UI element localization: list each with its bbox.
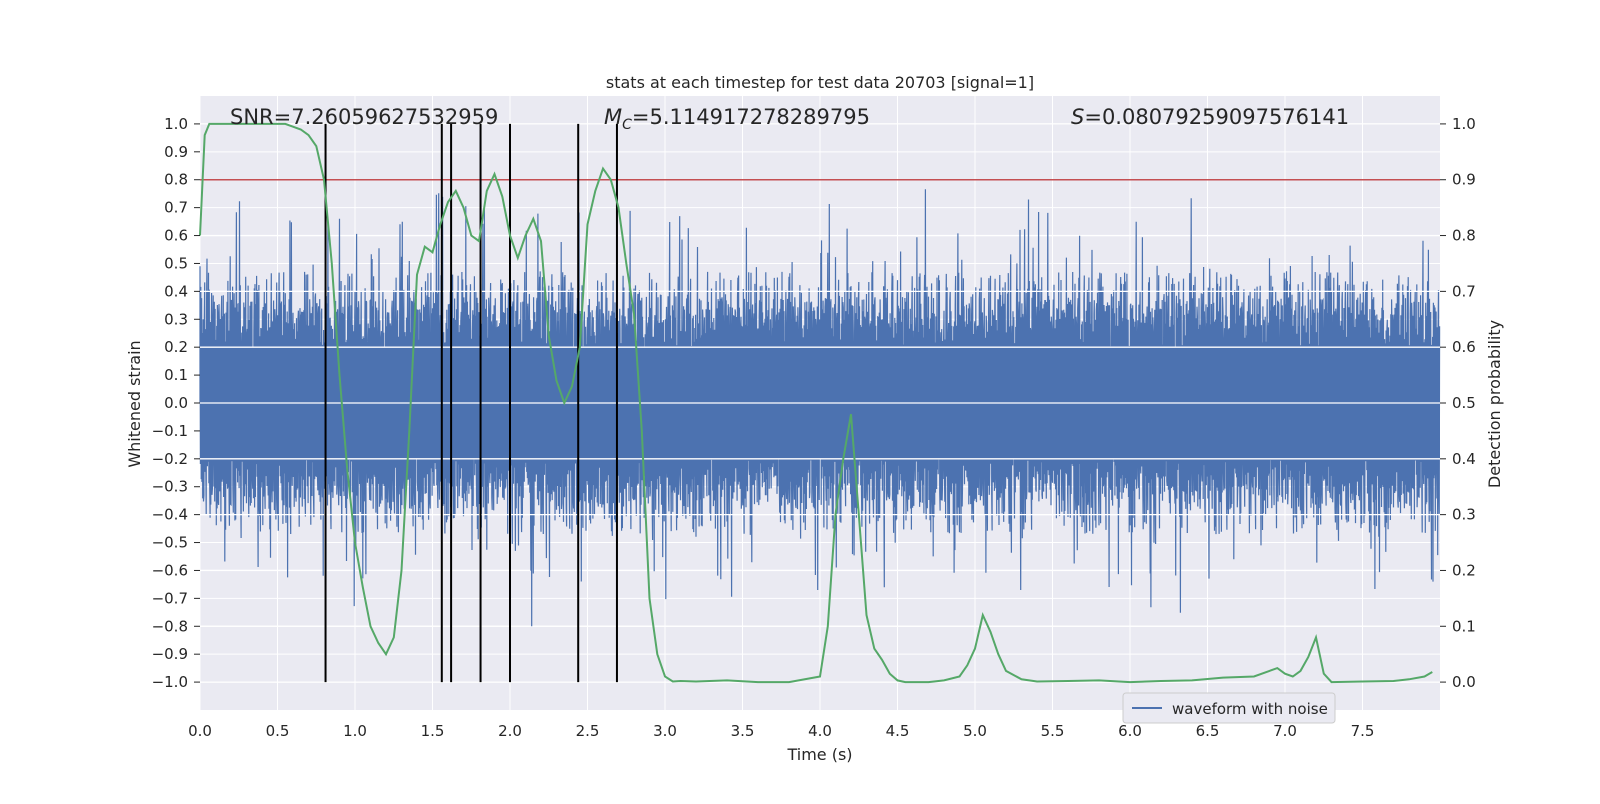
x-tick-label: 2.0 <box>498 722 522 740</box>
y-tick-label: −0.4 <box>152 506 188 524</box>
s-annotation: S=0.08079259097576141 <box>1071 105 1349 129</box>
x-tick-label: 7.5 <box>1351 722 1375 740</box>
x-tick-label: 5.5 <box>1041 722 1065 740</box>
x-tick-label: 4.5 <box>886 722 910 740</box>
x-tick-label: 6.0 <box>1118 722 1142 740</box>
right-tick-label: 0.4 <box>1452 450 1476 468</box>
y-tick-label: −0.6 <box>152 561 188 579</box>
x-axis-label: Time (s) <box>786 745 852 764</box>
right-tick-label: 0.3 <box>1452 506 1476 524</box>
y-axis-ticks: 1.0 0.9 0.8 0.7 0.6 0.5 0.4 0.3 0.2 0.1 0.0 −0.1 −0.… <box>152 115 200 691</box>
y-tick-label: −0.5 <box>152 534 188 552</box>
x-tick-label: 0.5 <box>266 722 290 740</box>
x-tick-label: 3.0 <box>653 722 677 740</box>
chart-title: stats at each timestep for test data 207… <box>606 73 1034 92</box>
y-tick-label: −0.8 <box>152 617 188 635</box>
chirp-mass-annotation: MC=5.114917278289795 <box>604 105 870 133</box>
snr-annotation: SNR=7.26059627532959 <box>230 105 498 129</box>
s-value: =0.08079259097576141 <box>1084 105 1349 129</box>
x-tick-label: 5.0 <box>963 722 987 740</box>
y-tick-label: 0.5 <box>164 254 188 272</box>
right-tick-label: 0.6 <box>1452 338 1476 356</box>
legend-label: waveform with noise <box>1172 700 1328 718</box>
y-axis-label: Whitened strain <box>125 340 144 467</box>
waveform-series <box>199 189 1441 627</box>
y-tick-label: 0.9 <box>164 143 188 161</box>
x-tick-label: 4.0 <box>808 722 832 740</box>
right-axis-ticks: 1.0 0.9 0.8 0.7 0.6 0.5 0.4 0.3 0.2 0.1 0.0 <box>1440 115 1476 691</box>
x-tick-label: 1.0 <box>343 722 367 740</box>
x-tick-label: 7.0 <box>1273 722 1297 740</box>
right-tick-label: 0.9 <box>1452 171 1476 189</box>
right-tick-label: 0.8 <box>1452 227 1476 245</box>
y-tick-label: 0.6 <box>164 227 188 245</box>
y-tick-label: 0.3 <box>164 310 188 328</box>
x-tick-label: 6.5 <box>1196 722 1220 740</box>
y-tick-label: 0.0 <box>164 394 188 412</box>
right-tick-label: 1.0 <box>1452 115 1476 133</box>
y-tick-label: −0.9 <box>152 645 188 663</box>
s-symbol: S <box>1071 105 1084 129</box>
probability-line <box>199 122 1433 684</box>
y-tick-label: 0.7 <box>164 199 188 217</box>
right-tick-label: 0.2 <box>1452 561 1476 579</box>
right-tick-label: 0.1 <box>1452 617 1476 635</box>
x-tick-label: 0.0 <box>188 722 212 740</box>
y-tick-label: 1.0 <box>164 115 188 133</box>
y-tick-label: 0.1 <box>164 366 188 384</box>
y-tick-label: 0.2 <box>164 338 188 356</box>
chirp-mass-symbol: M <box>604 105 622 129</box>
chirp-mass-value: =5.114917278289795 <box>632 105 870 129</box>
y-tick-label: −0.7 <box>152 589 188 607</box>
x-tick-label: 1.5 <box>421 722 445 740</box>
y-tick-label: −1.0 <box>152 673 188 691</box>
chirp-mass-subscript: C <box>622 117 632 133</box>
x-tick-label: 3.5 <box>731 722 755 740</box>
y-tick-label: 0.4 <box>164 282 188 300</box>
x-tick-label: 2.5 <box>576 722 600 740</box>
marker-lines <box>324 123 618 683</box>
legend-box <box>1122 692 1336 724</box>
right-tick-label: 0.0 <box>1452 673 1476 691</box>
right-tick-label: 0.5 <box>1452 394 1476 412</box>
y-tick-label: −0.1 <box>152 422 188 440</box>
y-tick-label: 0.8 <box>164 171 188 189</box>
right-tick-label: 0.7 <box>1452 282 1476 300</box>
y-tick-label: −0.3 <box>152 478 188 496</box>
y-tick-label: −0.2 <box>152 450 188 468</box>
right-axis-label: Detection probability <box>1485 320 1504 488</box>
x-axis-ticks: 0.0 0.5 1.0 1.5 2.0 2.5 3.0 3.5 4.0 4.5 5.0 5.5 6.0 6… <box>188 722 1374 740</box>
legend: waveform with noise <box>1122 692 1336 724</box>
